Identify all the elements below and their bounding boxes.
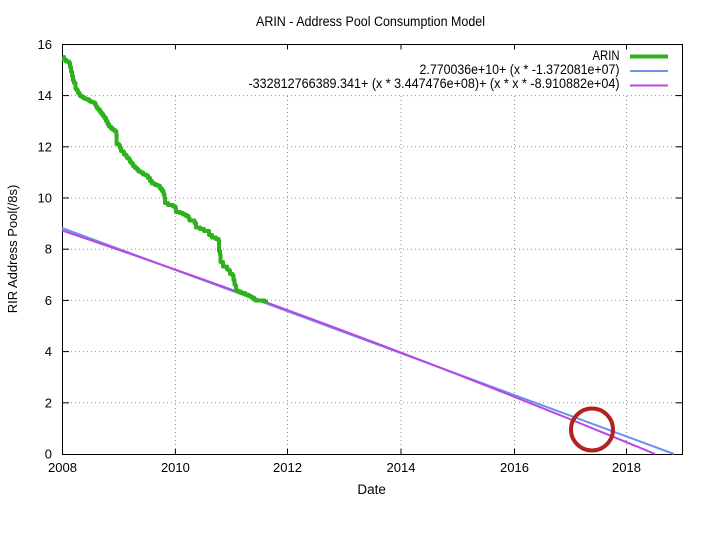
svg-text:2010: 2010 bbox=[161, 460, 190, 475]
svg-text:2018: 2018 bbox=[612, 460, 641, 475]
svg-text:ARIN - Address Pool Consumptio: ARIN - Address Pool Consumption Model bbox=[256, 14, 485, 29]
svg-text:12: 12 bbox=[38, 139, 52, 154]
svg-text:6: 6 bbox=[45, 293, 52, 308]
svg-text:2.770036e+10+ (x * -1.372081e+: 2.770036e+10+ (x * -1.372081e+07) bbox=[420, 62, 620, 77]
svg-text:2016: 2016 bbox=[500, 460, 529, 475]
svg-text:10: 10 bbox=[38, 191, 52, 206]
svg-text:2012: 2012 bbox=[273, 460, 302, 475]
svg-text:RIR Address Pool(/8s): RIR Address Pool(/8s) bbox=[5, 185, 20, 314]
svg-text:2: 2 bbox=[45, 395, 52, 410]
svg-text:4: 4 bbox=[45, 344, 52, 359]
svg-text:16: 16 bbox=[38, 37, 52, 52]
svg-text:8: 8 bbox=[45, 242, 52, 257]
svg-text:2008: 2008 bbox=[48, 460, 77, 475]
svg-text:Date: Date bbox=[357, 482, 386, 497]
svg-text:14: 14 bbox=[38, 88, 52, 103]
svg-text:ARIN: ARIN bbox=[593, 48, 620, 63]
svg-text:-332812766389.341+ (x * 3.4474: -332812766389.341+ (x * 3.447476e+08)+ (… bbox=[249, 76, 620, 91]
svg-text:0: 0 bbox=[45, 447, 52, 462]
svg-text:2014: 2014 bbox=[387, 460, 416, 475]
